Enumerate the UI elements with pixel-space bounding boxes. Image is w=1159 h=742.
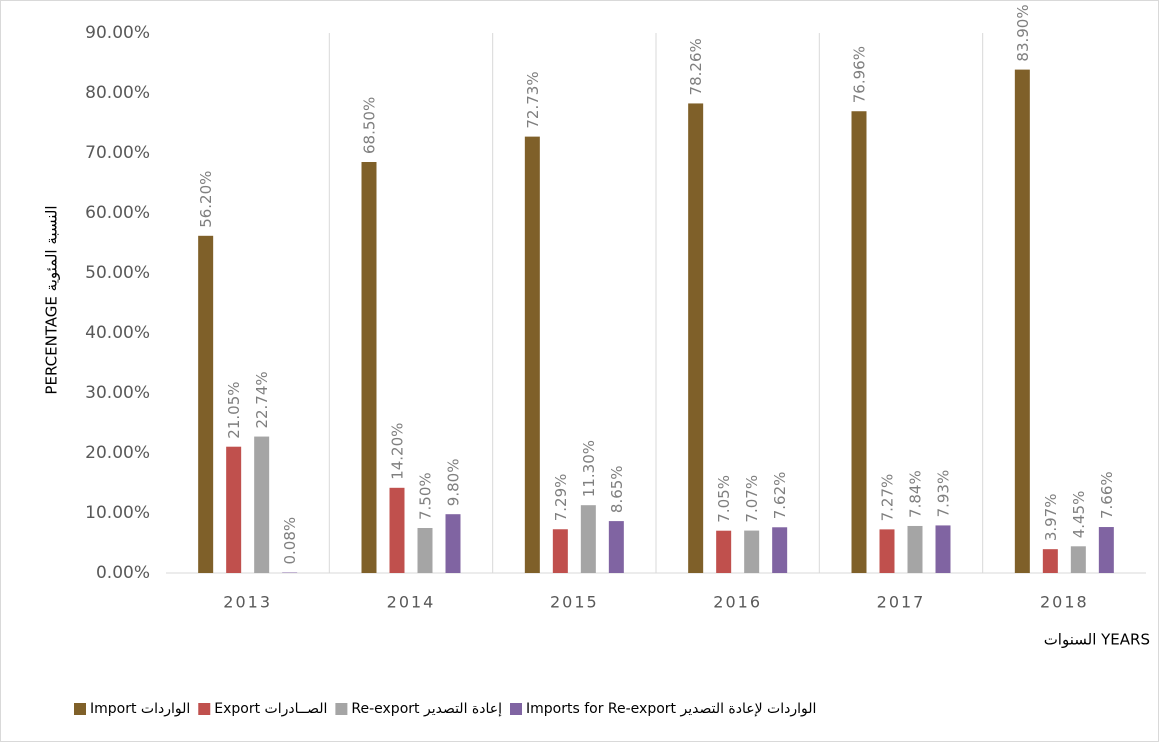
legend-label: Re-export إعادة التصدير [351,701,502,717]
legend-swatch [74,703,86,715]
bar [851,111,867,574]
data-label: 7.07% [743,475,761,523]
y-tick-label: 0.00% [96,563,150,583]
data-label: 22.74% [253,371,271,428]
y-tick-label: 80.00% [85,83,150,103]
data-label: 7.29% [552,474,570,522]
y-tick-label: 40.00% [85,323,150,343]
x-tick-label: 2017 [877,593,926,612]
y-axis-label: PERCENTAGE النسبة المئوية [43,205,61,394]
data-label: 3.97% [1042,494,1060,542]
legend-swatch [198,703,211,715]
y-tick-label: 50.00% [85,263,150,283]
data-label: 11.30% [580,440,598,497]
bar [608,521,624,573]
bar [417,528,433,573]
legend-swatch [510,703,522,715]
bar [524,136,540,573]
data-label: 7.27% [879,474,897,522]
legend-label: Export الصــادرات [214,701,327,717]
bar [1070,546,1086,573]
data-label: 7.62% [771,472,789,520]
y-tick-label: 20.00% [85,443,150,463]
data-label: 83.90% [1014,4,1032,61]
data-label: 7.50% [417,472,435,520]
x-tick-label: 2018 [1040,593,1089,612]
y-tick-label: 10.00% [85,503,150,523]
x-tick-label: 2013 [223,593,272,612]
x-axis-label: YEARS السنوات [1044,631,1150,649]
data-label: 7.05% [715,475,733,523]
bar [552,529,568,573]
data-label: 68.50% [361,97,379,154]
data-label: 4.45% [1070,491,1088,539]
bar [716,530,732,573]
data-label: 14.20% [389,423,407,480]
bar [389,487,405,573]
data-label: 9.80% [445,459,463,507]
legend-swatch [335,703,348,715]
data-label: 8.65% [608,465,626,513]
data-label: 78.26% [687,38,705,95]
bar [879,529,895,573]
data-label: 21.05% [225,381,243,438]
bar [935,525,951,573]
data-label: 7.84% [907,470,925,518]
bar [580,505,596,573]
bar [1098,527,1114,573]
y-tick-label: 70.00% [85,143,150,163]
data-label: 76.96% [851,46,869,103]
data-label: 0.08% [281,517,299,565]
data-label: 7.66% [1098,471,1116,519]
x-tick-label: 2015 [550,593,599,612]
y-tick-label: 90.00% [85,23,150,43]
bar [1014,69,1030,573]
bar [361,162,377,573]
bar [198,235,214,574]
x-tick-label: 2014 [387,593,436,612]
data-label: 72.73% [524,71,542,128]
bar [772,527,788,573]
bar [907,525,923,573]
bar [1042,549,1058,573]
legend-label: Imports for Re-export الواردات لإعادة ال… [526,701,816,717]
y-tick-label: 60.00% [85,203,150,223]
bar [688,103,704,573]
bar [445,514,461,573]
x-tick-label: 2016 [713,593,762,612]
bar [254,436,270,573]
data-label: 7.93% [935,470,953,518]
legend-label: Import الواردات [90,701,190,717]
data-label: 56.20% [197,171,215,228]
bar [226,446,242,573]
bar [744,530,760,573]
y-tick-label: 30.00% [85,383,150,403]
